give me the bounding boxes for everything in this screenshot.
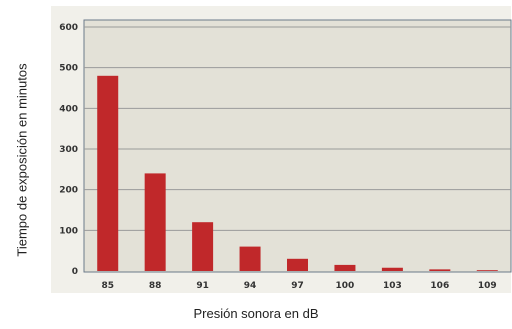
y-tick-label: 600: [59, 23, 78, 33]
x-tick-label: 97: [291, 281, 304, 291]
x-tick-label: 109: [478, 281, 497, 291]
x-tick-label: 103: [383, 281, 402, 291]
x-tick-label: 85: [101, 281, 114, 291]
bar: [381, 267, 403, 271]
bar: [287, 258, 308, 271]
bar: [476, 270, 498, 271]
x-tick-label: 88: [149, 281, 162, 291]
y-tick-label: 400: [59, 104, 78, 114]
x-axis-label: Presión sonora en dB: [193, 306, 319, 321]
x-tick-label: 106: [430, 281, 449, 291]
x-tick-label: 94: [244, 281, 257, 291]
x-tick-label: 91: [196, 281, 209, 291]
x-tick-labels: 85 88 91 94 97 100 103 106 109: [101, 281, 496, 291]
y-tick-label: 100: [59, 226, 78, 236]
y-tick-label: 0: [72, 267, 78, 277]
bar: [192, 222, 214, 271]
bar: [239, 246, 261, 271]
bar: [429, 269, 451, 271]
y-tick-labels: 0 100 200 300 400 500 600: [59, 23, 78, 277]
y-tick-label: 500: [59, 64, 78, 74]
x-tick-label: 100: [336, 281, 355, 291]
bars: [97, 75, 498, 271]
bar: [144, 173, 166, 271]
y-tick-label: 300: [59, 145, 78, 155]
bar: [334, 264, 356, 271]
bar: [97, 75, 119, 271]
y-axis-label: Tiempo de exposición en minutos: [14, 63, 30, 257]
y-tick-label: 200: [59, 186, 78, 196]
